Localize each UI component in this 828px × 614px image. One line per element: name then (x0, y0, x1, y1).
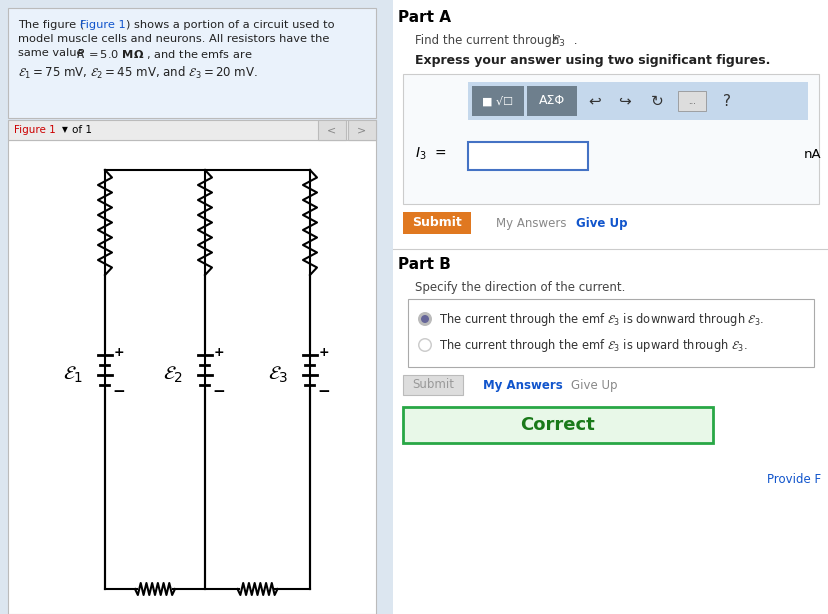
Text: Part A: Part A (397, 10, 450, 25)
Circle shape (417, 312, 431, 326)
Text: .: . (570, 34, 577, 47)
Bar (468, 142, 587, 170)
Text: model muscle cells and neurons. All resistors have the: model muscle cells and neurons. All resi… (18, 34, 329, 44)
Text: −: − (113, 384, 125, 400)
Text: $= 5.0\ \mathbf{M\Omega}$ , and the emfs are: $= 5.0\ \mathbf{M\Omega}$ , and the emfs… (86, 48, 253, 61)
Text: ▼: ▼ (62, 125, 68, 134)
Bar (402, 74, 818, 204)
Text: My Answers: My Answers (495, 217, 566, 230)
Text: ↪: ↪ (618, 93, 631, 109)
Text: Submit: Submit (412, 217, 461, 230)
Text: +: + (318, 346, 329, 359)
Text: $R$: $R$ (76, 48, 85, 61)
Text: $\mathcal{E}_1 = 75\ \mathrm{mV}$, $\mathcal{E}_2 = 45\ \mathrm{mV}$, and $\math: $\mathcal{E}_1 = 75\ \mathrm{mV}$, $\mat… (18, 65, 258, 81)
Bar (402, 407, 712, 443)
Text: Specify the direction of the current.: Specify the direction of the current. (415, 281, 624, 294)
Bar (8, 8, 376, 118)
Text: ↩: ↩ (588, 93, 600, 109)
Text: ) shows a portion of a circuit used to: ) shows a portion of a circuit used to (126, 20, 335, 30)
Text: Express your answer using two significant figures.: Express your answer using two significan… (415, 54, 769, 67)
Text: $\mathcal{E}_1$: $\mathcal{E}_1$ (63, 365, 83, 385)
Text: AΣΦ: AΣΦ (538, 95, 565, 107)
Bar (8, 140, 376, 614)
Text: ...: ... (687, 96, 695, 106)
Text: >: > (357, 125, 366, 135)
Text: −: − (317, 384, 330, 400)
Bar (402, 212, 470, 234)
Bar (402, 375, 463, 395)
Text: $I_3$  =: $I_3$ = (415, 146, 446, 162)
Text: Figure 1: Figure 1 (80, 20, 126, 30)
Text: The figure (: The figure ( (18, 20, 84, 30)
Text: The current through the emf $\mathcal{E}_3$ is downward through $\mathcal{E}_3$.: The current through the emf $\mathcal{E}… (439, 311, 763, 327)
Text: ■ √☐: ■ √☐ (482, 96, 513, 106)
Bar (677, 91, 705, 111)
Text: $\mathcal{E}_3$: $\mathcal{E}_3$ (267, 365, 288, 385)
Text: <: < (327, 125, 336, 135)
Bar (407, 299, 813, 367)
Bar (8, 120, 376, 140)
Bar (348, 120, 376, 140)
Text: Figure 1: Figure 1 (14, 125, 55, 135)
Circle shape (421, 315, 428, 323)
Text: Provide F: Provide F (766, 473, 820, 486)
Text: of 1: of 1 (72, 125, 92, 135)
Text: Submit: Submit (412, 378, 454, 392)
Text: −: − (212, 384, 225, 400)
Text: $\mathcal{E}_2$: $\mathcal{E}_2$ (162, 365, 183, 385)
Text: ↻: ↻ (650, 93, 662, 109)
Text: ?: ? (722, 93, 730, 109)
Bar (468, 82, 807, 120)
Text: +: + (214, 346, 224, 359)
Bar (471, 86, 523, 116)
Text: Give Up: Give Up (575, 217, 627, 230)
Text: The current through the emf $\mathcal{E}_3$ is upward through $\mathcal{E}_3$.: The current through the emf $\mathcal{E}… (439, 336, 747, 354)
Text: Correct: Correct (520, 416, 595, 434)
Text: same value: same value (18, 48, 87, 58)
Text: nA: nA (802, 147, 820, 160)
Text: Part B: Part B (397, 257, 450, 272)
Bar (527, 86, 576, 116)
Circle shape (417, 338, 431, 352)
Text: Give Up: Give Up (570, 378, 617, 392)
Bar (392, 0, 828, 614)
Text: +: + (113, 346, 124, 359)
Text: $\mathcal{E}_3$: $\mathcal{E}_3$ (551, 34, 565, 49)
Bar (318, 120, 345, 140)
Text: Find the current through: Find the current through (415, 34, 562, 47)
Text: My Answers: My Answers (483, 378, 562, 392)
Circle shape (419, 340, 430, 351)
